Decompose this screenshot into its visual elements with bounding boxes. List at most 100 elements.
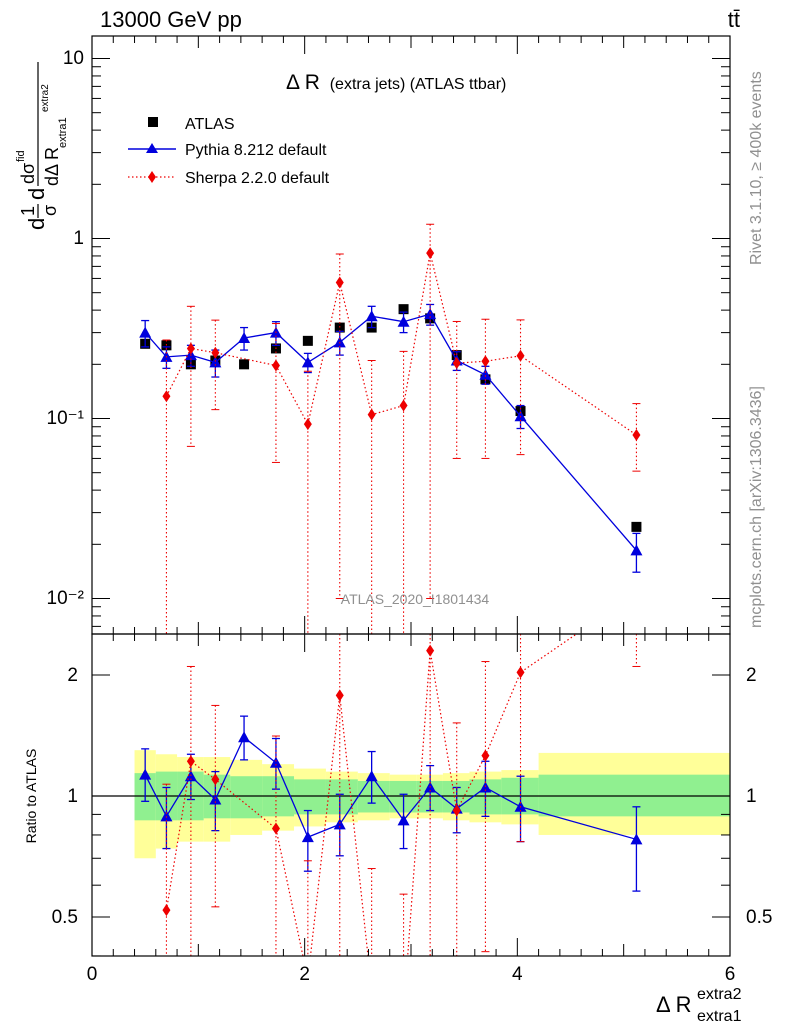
ratio-ytick-label-1-right: 1 bbox=[746, 786, 757, 807]
watermark-label: ATLAS_2020_I1801434 bbox=[341, 591, 490, 607]
legend-sherpa-marker bbox=[148, 171, 156, 183]
atlas-main-point bbox=[631, 521, 642, 532]
main-title-symbol: Δ R bbox=[286, 71, 320, 94]
sherpa-ratio-point bbox=[400, 1006, 408, 1018]
xlabel-sup: extra2 bbox=[697, 986, 742, 1003]
main-ylabel-one: 1 bbox=[18, 206, 38, 216]
sherpa-ratio-point bbox=[481, 749, 490, 762]
ratio-xlabel: Δ R extra2 extra1 bbox=[656, 986, 742, 1024]
ytick-label-1: 1 bbox=[73, 228, 84, 249]
energy-label: 13000 GeV pp bbox=[100, 7, 242, 32]
ratio-band-inner bbox=[294, 779, 326, 815]
ratio-band-inner bbox=[230, 776, 263, 819]
process-label: tt̄ bbox=[728, 7, 740, 32]
ratio-ytick-label-0p5-right: 0.5 bbox=[746, 907, 772, 928]
pythia-ratio-point bbox=[160, 810, 173, 822]
pythia-ratio-point bbox=[209, 793, 222, 805]
rivet-label: Rivet 3.1.10, ≥ 400k events bbox=[748, 71, 765, 265]
pythia-ratio-point bbox=[238, 731, 251, 743]
legend: ATLAS Pythia 8.212 default Sherpa 2.2.0 … bbox=[128, 116, 330, 187]
sherpa-main-point bbox=[481, 355, 490, 368]
ratio-band-inner bbox=[357, 780, 390, 813]
main-ylabel-fid: fid bbox=[15, 150, 27, 162]
main-ylabel-dR: dΔ R bbox=[42, 147, 62, 186]
sherpa-ratio-point bbox=[335, 689, 344, 702]
sherpa-ratio-point bbox=[426, 644, 435, 657]
sherpa-main-point bbox=[452, 357, 461, 370]
sherpa-ratio-point bbox=[452, 804, 461, 817]
ratio-ytick-label-1-left: 1 bbox=[67, 786, 78, 807]
main-ylabel-d: d bbox=[24, 218, 49, 230]
sherpa-main-point bbox=[271, 359, 280, 372]
sherpa-main-point bbox=[162, 390, 171, 403]
ratio-ylabel: Ratio to ATLAS bbox=[23, 749, 39, 844]
xtick-label: 6 bbox=[725, 964, 736, 985]
pythia-ratio-point bbox=[269, 756, 282, 768]
ytick-label-0p01: 10⁻² bbox=[47, 588, 85, 609]
main-ylabel-sigma: σ bbox=[40, 205, 60, 216]
mcplots-label: mcplots.cern.ch [arXiv:1306.3436] bbox=[748, 386, 765, 628]
pythia-ratio-point bbox=[365, 770, 378, 782]
legend-atlas-marker bbox=[148, 117, 158, 127]
pythia-ratio-point bbox=[630, 833, 643, 845]
sherpa-ratio-point bbox=[516, 666, 525, 679]
atlas-main-point bbox=[398, 304, 409, 315]
pythia-main-point bbox=[514, 410, 527, 422]
ratio-chart-marks bbox=[92, 587, 730, 1018]
xtick-label: 0 bbox=[87, 964, 98, 985]
atlas-main-point bbox=[302, 335, 313, 346]
ratio-ytick-label-2-left: 2 bbox=[67, 665, 78, 686]
pythia-ratio-point bbox=[397, 814, 410, 826]
sherpa-main-point bbox=[186, 342, 195, 355]
sherpa-ratio-point bbox=[162, 904, 171, 917]
main-title-rest: (extra jets) (ATLAS ttbar) bbox=[330, 76, 507, 93]
atlas-main-point bbox=[334, 322, 345, 333]
pythia-main-point bbox=[630, 544, 643, 556]
ratio-ytick-label-2-right: 2 bbox=[746, 665, 757, 686]
pythia-ratio-point bbox=[139, 768, 152, 780]
sherpa-main-point bbox=[211, 346, 220, 359]
sherpa-main-point bbox=[516, 349, 525, 362]
ytick-label-10: 10 bbox=[63, 48, 84, 69]
ratio-ytick-label-0p5-left: 0.5 bbox=[52, 907, 78, 928]
pythia-main-point bbox=[139, 326, 152, 338]
sherpa-main-point bbox=[335, 276, 344, 289]
pythia-main-point bbox=[397, 315, 410, 327]
sherpa-main-point bbox=[632, 428, 641, 441]
sherpa-main-point bbox=[303, 418, 312, 431]
sherpa-ratio-point bbox=[271, 822, 280, 835]
pythia-main-point bbox=[238, 332, 251, 344]
legend-sherpa-label: Sherpa 2.2.0 default bbox=[185, 170, 330, 187]
sherpa-ratio-point bbox=[632, 587, 640, 599]
sherpa-main-point bbox=[367, 408, 376, 421]
main-ylabel-sub: extra1 bbox=[57, 117, 69, 148]
main-chart-marks bbox=[139, 223, 643, 635]
ratio-ticks bbox=[91, 634, 731, 957]
pythia-ratio-point bbox=[333, 818, 346, 830]
pythia-main-point bbox=[365, 310, 378, 322]
xtick-labels: 0 2 4 6 bbox=[87, 964, 736, 985]
legend-pythia-marker bbox=[146, 143, 158, 153]
main-ylabel-dsig: dσ bbox=[18, 163, 38, 184]
main-ylabel-sup: extra2 bbox=[40, 84, 51, 112]
main-ticks bbox=[91, 36, 731, 634]
main-panel: Δ R (extra jets) (ATLAS ttbar) ATLAS_202… bbox=[15, 35, 731, 635]
xtick-label: 2 bbox=[299, 964, 310, 985]
sherpa-ratio-point bbox=[368, 984, 376, 996]
legend-atlas-label: ATLAS bbox=[185, 116, 235, 133]
ratio-clipped bbox=[139, 587, 643, 1018]
main-ylabel: d 1 σ d dσ fid dΔ R extra1 extra2 bbox=[15, 62, 69, 230]
pythia-main-point bbox=[333, 336, 346, 348]
pythia-ratio-point bbox=[301, 831, 314, 843]
ratio-band-inner bbox=[325, 779, 358, 815]
main-ylabel-d2: d bbox=[24, 188, 49, 200]
xlabel-main: Δ R bbox=[656, 992, 691, 1017]
ratio-panel: 2 1 0.5 2 1 0.5 Ratio to ATLAS 0 2 4 6 Δ R … bbox=[23, 587, 772, 1024]
ytick-label-0p1: 10⁻¹ bbox=[47, 408, 85, 429]
sherpa-ratio-point bbox=[211, 773, 220, 786]
pythia-main-point bbox=[479, 368, 492, 380]
sherpa-ratio-point bbox=[186, 755, 195, 768]
atlas-main-point bbox=[239, 359, 250, 370]
sherpa-main-point bbox=[399, 399, 408, 412]
